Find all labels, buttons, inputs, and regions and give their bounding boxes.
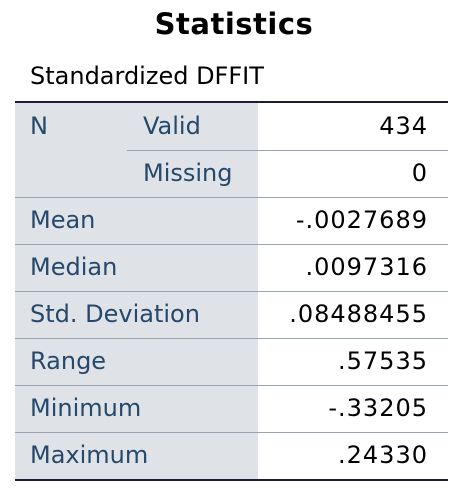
table-row-minimum: Minimum -.33205 <box>15 385 448 433</box>
value-mean: -.0027689 <box>295 206 428 234</box>
row-header-cell <box>15 197 258 244</box>
value-std-deviation: .08488455 <box>289 300 428 328</box>
row-divider <box>15 291 448 292</box>
value-cell <box>258 197 448 244</box>
value-cell <box>258 291 448 338</box>
row-divider <box>15 197 448 198</box>
row-header-cell <box>15 291 258 338</box>
value-cell <box>258 432 448 479</box>
value-valid: 434 <box>379 112 428 140</box>
row-label-maximum: Maximum <box>30 441 149 469</box>
table-row-n-valid: N Valid 434 <box>15 103 448 151</box>
row-divider <box>15 385 448 386</box>
row-divider <box>15 244 448 245</box>
row-divider <box>15 338 448 339</box>
row-sublabel-valid: Valid <box>143 112 201 140</box>
row-label-range: Range <box>30 347 107 375</box>
value-cell <box>258 150 448 197</box>
row-divider <box>127 150 448 151</box>
value-maximum: .24330 <box>338 441 428 469</box>
row-label-minimum: Minimum <box>30 394 142 422</box>
table-row-median: Median .0097316 <box>15 244 448 292</box>
table-row-mean: Mean -.0027689 <box>15 197 448 245</box>
row-label-mean: Mean <box>30 206 96 234</box>
value-cell <box>258 103 448 150</box>
table-row-maximum: Maximum .24330 <box>15 432 448 479</box>
value-range: .57535 <box>338 347 428 375</box>
value-missing: 0 <box>411 159 428 187</box>
row-header-cell <box>15 103 258 150</box>
row-header-cell <box>15 244 258 291</box>
value-minimum: -.33205 <box>328 394 428 422</box>
row-header-cell <box>15 150 258 197</box>
row-header-cell <box>15 432 258 479</box>
table-row-std-deviation: Std. Deviation .08488455 <box>15 291 448 339</box>
row-header-cell <box>15 385 258 432</box>
value-cell <box>258 338 448 385</box>
row-divider <box>15 432 448 433</box>
table-row-n-missing: Missing 0 <box>15 150 448 198</box>
row-label-n: N <box>30 112 48 140</box>
value-cell <box>258 244 448 291</box>
row-label-median: Median <box>30 253 118 281</box>
row-header-cell <box>15 338 258 385</box>
value-median: .0097316 <box>305 253 428 281</box>
row-sublabel-missing: Missing <box>143 159 233 187</box>
variable-caption: Standardized DFFIT <box>30 62 264 90</box>
statistics-table: N Valid 434 Missing 0 Mean -.0027689 Med… <box>15 101 448 481</box>
row-label-std-deviation: Std. Deviation <box>30 300 200 328</box>
table-title: Statistics <box>154 7 314 41</box>
value-cell <box>258 385 448 432</box>
table-row-range: Range .57535 <box>15 338 448 386</box>
